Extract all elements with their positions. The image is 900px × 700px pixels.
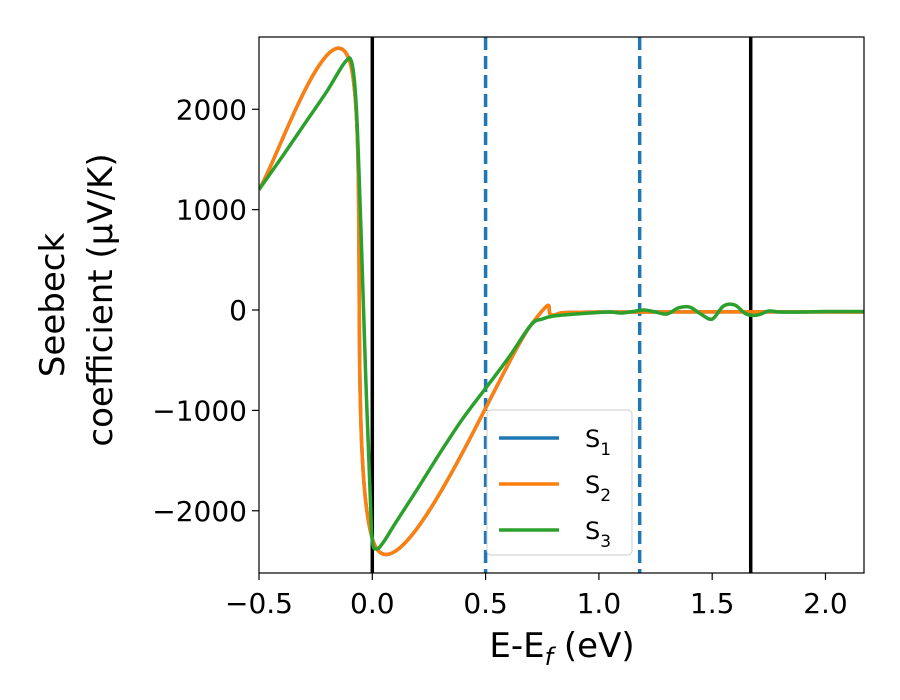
legend-label-s1: S1 (585, 425, 611, 460)
x-axis: −0.5 0.0 0.5 1.0 1.5 2.0 (225, 573, 848, 620)
series-line-s3 (259, 56, 864, 551)
x-axis-title-main: E-E (489, 626, 544, 666)
x-tick-label: 2.0 (803, 587, 848, 620)
x-tick-label: 1.5 (690, 587, 735, 620)
y-axis: −2000 −1000 0 1000 2000 (152, 93, 259, 528)
legend: S1 S2 S3 (486, 409, 633, 556)
y-tick-label: 1000 (176, 194, 247, 227)
legend-label-s2: S2 (585, 471, 611, 506)
y-tick-label: 0 (229, 294, 247, 327)
legend-label-s3: S3 (585, 517, 611, 552)
x-axis-title-unit: (eV) (553, 626, 635, 666)
x-tick-label: 0.5 (463, 587, 508, 620)
y-axis-title-line1: Seebeck (33, 233, 73, 378)
x-tick-label: 1.0 (577, 587, 622, 620)
x-axis-title: E-Ef (eV) (489, 626, 634, 671)
y-axis-title-line2: coefficient (μV/K) (81, 153, 121, 446)
y-tick-label: −2000 (152, 495, 247, 528)
y-tick-label: −1000 (152, 394, 247, 427)
x-tick-label: 0.0 (350, 587, 395, 620)
vertical-lines (370, 37, 753, 573)
series-lines (259, 46, 864, 557)
x-tick-label: −0.5 (225, 587, 293, 620)
y-tick-label: 2000 (176, 93, 247, 126)
legend-box (486, 409, 633, 556)
plot-frame (258, 36, 865, 574)
